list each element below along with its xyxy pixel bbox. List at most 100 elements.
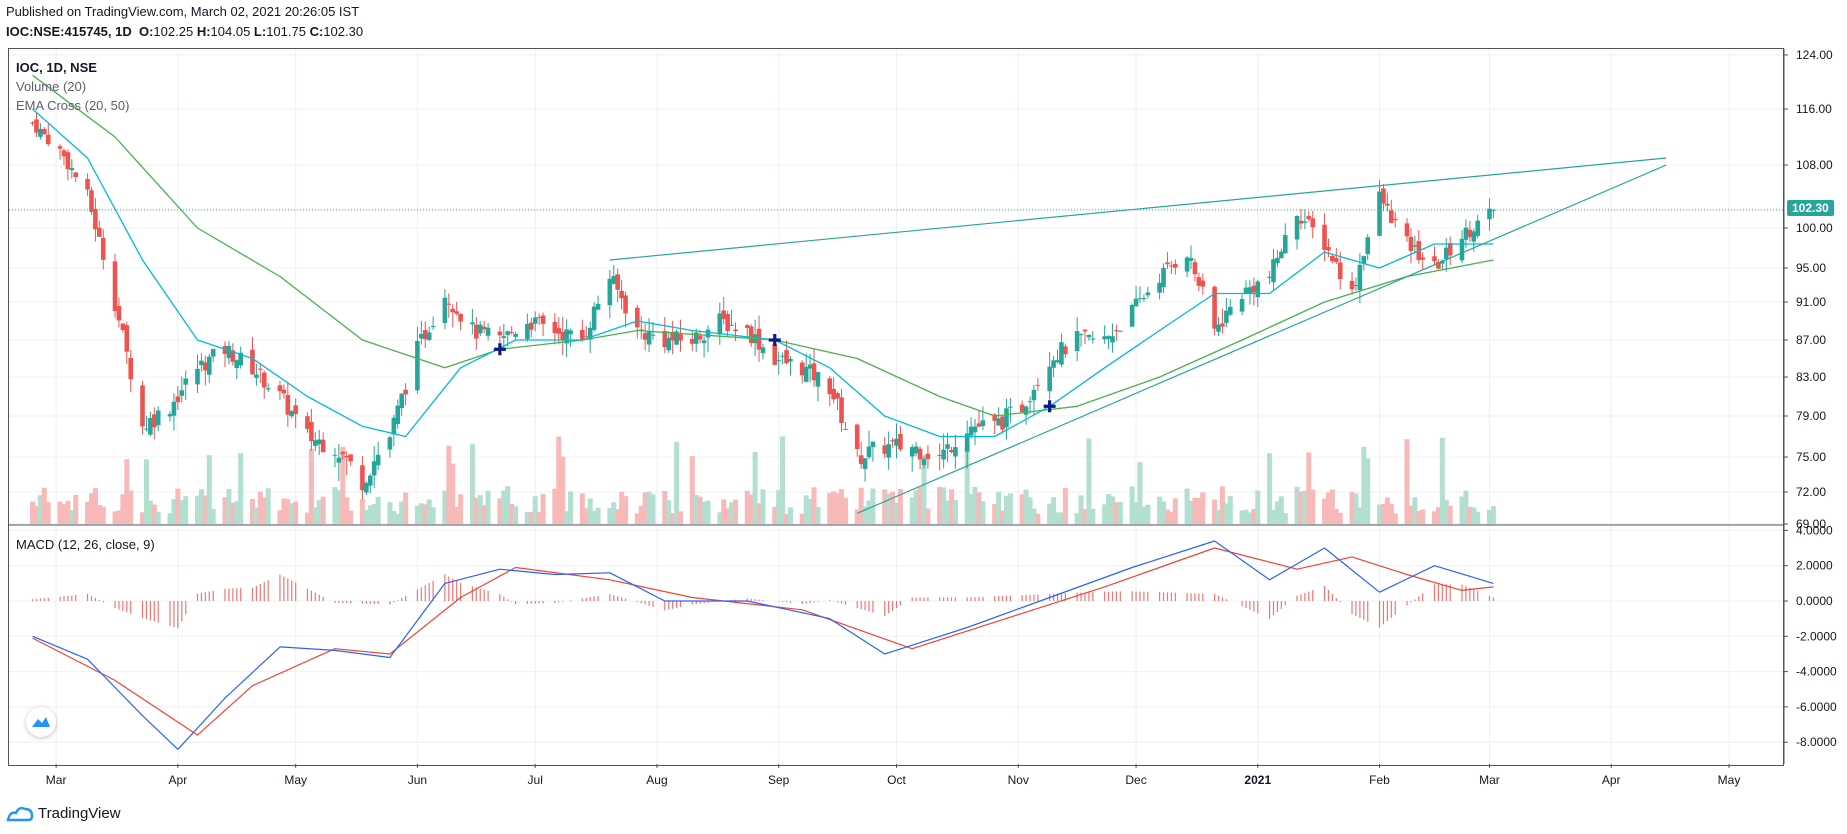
volume-bar [88,493,94,524]
volume-bar [1219,486,1225,524]
price-tick-label: 91.00 [1796,295,1826,309]
volume-bar [897,488,903,524]
time-tick-label: 2021 [1244,773,1271,787]
candle-body [886,444,891,458]
candle-body [1078,334,1084,336]
volume-bar [1302,490,1308,524]
candle-body [210,349,216,357]
candle-body [1141,297,1147,299]
volume-bar [348,510,354,524]
volume-bar [1055,512,1061,524]
volume-bar [909,497,915,524]
volume-bar [854,509,860,524]
candle-body [1047,366,1052,392]
volume-bar [344,497,350,524]
candle-body [748,326,754,344]
candle-body [199,360,204,366]
volume-bar [729,502,735,524]
candle-body [422,330,428,340]
volume-bar [536,512,542,524]
time-tick-label: May [284,773,307,787]
volume-bar [670,513,676,524]
candle-body [591,306,597,330]
volume-bar [1133,502,1139,524]
volume-bar [1486,509,1492,524]
trendline-upper[interactable] [609,157,1667,261]
candle-body [148,417,153,435]
candle-body [1188,257,1194,261]
volume-bar [1161,501,1167,524]
volume-bar [1141,506,1147,524]
volume-bar [505,486,511,524]
tradingview-logo-icon [6,806,34,822]
volume-bar [140,512,146,524]
last-price-tag: 102.30 [1787,200,1834,216]
macd-tick-label: -6.0000 [1796,700,1837,714]
candle-body [1404,223,1410,237]
candle-body [607,278,613,306]
footer-brand[interactable]: TradingView [6,803,121,823]
candle-body [1353,285,1359,287]
volume-bar [481,505,487,524]
volume-bar [1349,492,1355,524]
volume-bar [198,489,204,524]
volume-bar [1243,509,1249,524]
candle-body [1200,280,1206,287]
candle-body [128,357,134,380]
volume-bar [717,512,723,524]
volume-bar [1361,446,1367,524]
candle-body [839,397,844,423]
candle-body [1165,262,1170,265]
volume-bar [391,511,397,524]
candle-body [1192,262,1198,275]
candle-body [316,439,322,445]
candle-body [525,323,530,340]
candle-body [784,350,789,364]
volume-bar [815,507,821,524]
volume-bar [1337,512,1343,524]
volume-bar [992,504,998,524]
candle-body [1161,267,1166,288]
candle-body [1008,406,1013,408]
volume-bar [882,489,888,524]
volume-bar [1447,505,1453,524]
candle-body [206,356,212,375]
candle-body [234,360,240,369]
tradingview-watermark-icon[interactable] [26,707,56,737]
volume-bar [1007,493,1013,524]
volume-bar [862,506,868,524]
volume-bar [1459,496,1465,524]
candle-body [258,368,263,370]
volume-bar [1200,492,1206,524]
volume-bar [265,488,271,524]
volume-bar [1196,498,1202,524]
volume-bar [1023,489,1029,524]
volume-bar [1223,503,1229,524]
candle-body [560,331,566,341]
volume-bar [552,488,558,524]
volume-bar [1255,490,1261,524]
trendline-lower[interactable] [856,164,1667,514]
volume-bar [1164,509,1170,524]
volume-bar [399,501,405,524]
volume-bar [842,497,848,524]
candle-body [1118,330,1123,332]
candle-body [831,388,836,400]
candle-body [371,461,377,476]
candle-body [1145,292,1151,296]
volume-bar [513,506,519,524]
candle-body [1298,220,1304,224]
candle-body [293,405,298,415]
volume-bar [359,499,365,524]
candle-body [1440,260,1445,264]
volume-bar [69,510,75,524]
volume-bar [1274,501,1280,524]
candle-body [34,119,39,133]
candle-body [1459,238,1465,261]
volume-bar [760,489,766,524]
candle-body [615,274,620,290]
ohlc-line: IOC:NSE:415745, 1D O:102.25 H:104.05 L:1… [6,24,363,39]
candle-body [760,347,766,354]
volume-bar [674,441,680,524]
